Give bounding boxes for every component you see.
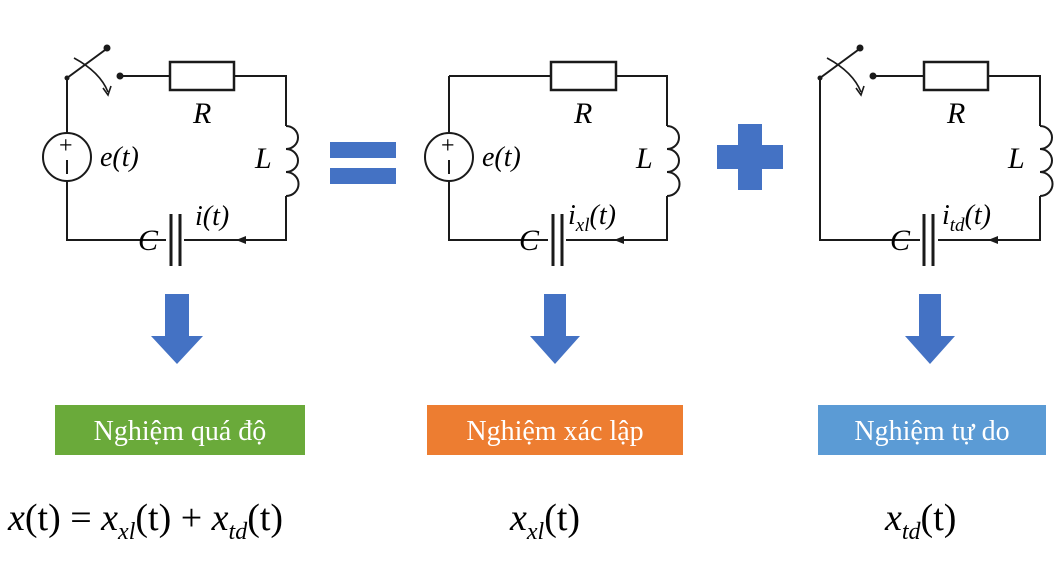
current-arrow-icon	[988, 236, 998, 244]
down-arrow-icon-steady	[530, 294, 580, 364]
resistor-icon	[922, 60, 990, 92]
wire-bottom-right	[938, 196, 1041, 241]
current-label: ixl(t)	[568, 200, 616, 236]
box-total-solution: Nghiệm quá độ	[55, 405, 305, 455]
capacitor-icon	[551, 214, 564, 266]
circuit-free: R L C itd(t)	[817, 44, 1054, 266]
capacitor-icon	[169, 214, 182, 266]
down-arrow-icon-free	[905, 294, 955, 364]
wire-bottom-right	[566, 196, 668, 241]
inductor-label: L	[635, 142, 653, 175]
wire-left	[66, 78, 166, 241]
svg-text:Nghiệm tự do: Nghiệm tự do	[854, 416, 1009, 447]
current-label: itd(t)	[942, 200, 991, 236]
svg-text:+: +	[441, 133, 455, 159]
box-steady-solution: Nghiệm xác lập	[427, 405, 683, 455]
voltage-source-icon: +	[424, 132, 474, 182]
switch-icon	[817, 44, 877, 97]
resistor-label: R	[573, 97, 592, 130]
circuit-total: R L + e(t) C i(t)	[42, 44, 300, 266]
current-label: i(t)	[195, 201, 229, 232]
wire-left	[819, 78, 920, 241]
voltage-source-icon: +	[42, 132, 92, 182]
formula-free: xtd(t)	[884, 497, 956, 545]
wire-top	[449, 75, 668, 126]
inductor-icon	[666, 125, 681, 197]
current-arrow-icon	[614, 236, 624, 244]
capacitor-label: C	[890, 224, 911, 257]
formula-steady: xxl(t)	[509, 497, 580, 545]
wire-bottom-right	[184, 196, 287, 241]
down-arrow-icon-total	[151, 294, 203, 364]
capacitor-label: C	[138, 224, 159, 257]
resistor-icon	[168, 60, 236, 92]
capacitor-icon	[922, 214, 935, 266]
inductor-label: L	[1007, 142, 1025, 175]
box-free-solution: Nghiệm tự do	[818, 405, 1046, 455]
resistor-label: R	[946, 97, 965, 130]
capacitor-label: C	[519, 224, 540, 257]
svg-text:Nghiệm xác lập: Nghiệm xác lập	[466, 416, 643, 447]
inductor-label: L	[254, 142, 272, 175]
switch-icon	[64, 44, 124, 97]
svg-text:+: +	[59, 133, 73, 159]
inductor-icon	[285, 125, 300, 197]
wire-left	[448, 76, 548, 241]
source-label: e(t)	[482, 142, 521, 173]
wire-top	[873, 75, 1041, 126]
resistor-label: R	[192, 97, 211, 130]
circuit-steady: R L + e(t) C ixl(t)	[424, 60, 681, 266]
current-arrow-icon	[236, 236, 246, 244]
equals-sign	[330, 142, 396, 184]
inductor-icon	[1039, 125, 1054, 197]
svg-text:Nghiệm quá độ: Nghiệm quá độ	[94, 416, 267, 447]
formula-total: x(t) = xxl(t) + xtd(t)	[7, 497, 283, 545]
source-label: e(t)	[100, 142, 139, 173]
wire-top	[120, 75, 287, 126]
resistor-icon	[549, 60, 618, 92]
plus-sign	[717, 124, 783, 190]
